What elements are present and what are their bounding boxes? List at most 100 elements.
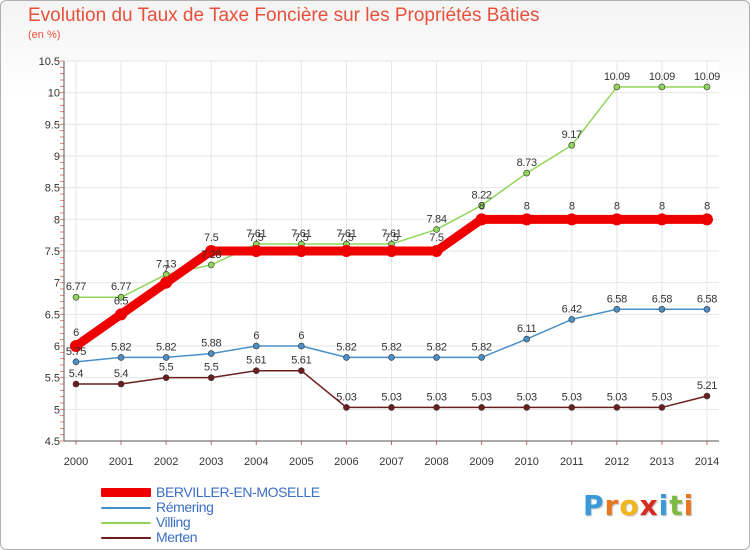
data-label: 7.28 <box>201 249 221 261</box>
data-point <box>478 354 485 361</box>
data-label: 5.03 <box>607 391 627 403</box>
data-point <box>117 380 125 388</box>
legend-label: BERVILLER-EN-MOSELLE <box>156 484 320 500</box>
data-label: 10.09 <box>649 71 675 83</box>
data-label: 5.03 <box>336 391 356 403</box>
data-point <box>115 308 128 321</box>
data-label: 6 <box>253 330 259 342</box>
data-point <box>72 380 80 388</box>
data-label: 5.4 <box>69 368 84 380</box>
data-point <box>523 404 531 411</box>
data-label: 5.82 <box>111 341 131 353</box>
data-point <box>340 245 353 257</box>
legend-swatch <box>101 522 151 524</box>
chart-title: Evolution du Taux de Taxe Foncière sur l… <box>28 5 540 26</box>
data-label: 5.82 <box>472 341 492 353</box>
data-point <box>388 354 395 361</box>
data-point <box>478 404 485 411</box>
data-label: 6 <box>73 327 79 339</box>
x-tick-label: 2002 <box>154 456 178 468</box>
x-tick-label: 2003 <box>199 456 223 468</box>
data-label: 7.61 <box>336 228 356 240</box>
data-point <box>162 354 170 361</box>
data-point <box>475 213 488 226</box>
data-label: 7.84 <box>426 213 446 225</box>
data-point <box>568 404 576 411</box>
y-tick-label: 8.5 <box>45 183 60 195</box>
y-tick-label: 6 <box>54 341 60 353</box>
data-point <box>388 404 395 411</box>
data-point <box>72 358 80 366</box>
data-labels: 6 6.5 7 7.5 7.5 7.5 7.5 7.5 7.5 8 8 8 8 8 8 5.75 5.82 5.8… <box>66 71 721 403</box>
data-point <box>613 305 621 313</box>
data-label: 5.61 <box>291 355 311 367</box>
series <box>70 83 713 411</box>
data-label: 5.88 <box>201 338 221 350</box>
data-point <box>160 276 173 289</box>
y-tick-label: 9 <box>54 151 60 163</box>
x-tick-label: 2009 <box>469 456 493 468</box>
data-point <box>250 245 263 257</box>
data-label: 7 <box>163 264 169 276</box>
y-tick-label: 9.5 <box>45 119 60 131</box>
logo-letter: x <box>639 489 659 522</box>
data-point <box>655 213 668 226</box>
data-label: 6.58 <box>697 293 717 305</box>
data-point <box>613 404 621 411</box>
data-point <box>703 392 711 400</box>
data-point <box>117 354 125 361</box>
data-point <box>523 335 531 343</box>
data-label: 7.5 <box>204 232 219 244</box>
data-label: 7.61 <box>381 228 401 240</box>
axes: 4.5 5 5.5 6 6.5 7 7.5 8 8.5 9 9.5 10 10.5 2000 2001 200… <box>39 56 720 468</box>
data-label: 9.17 <box>562 129 582 141</box>
data-label: 5.61 <box>246 355 266 367</box>
data-label: 5.21 <box>697 380 717 392</box>
logo-letter: t <box>669 489 684 522</box>
data-label: 8.73 <box>517 157 537 169</box>
data-point <box>433 404 440 411</box>
data-point <box>343 354 350 361</box>
data-point <box>565 213 578 226</box>
x-tick-label: 2010 <box>514 456 538 468</box>
data-point <box>478 202 485 209</box>
x-tick-label: 2006 <box>334 456 358 468</box>
data-label: 6.11 <box>517 323 537 335</box>
data-point <box>295 245 308 257</box>
legend-swatch <box>101 507 151 509</box>
data-point <box>433 226 440 233</box>
data-point <box>343 404 350 411</box>
data-point <box>703 83 711 91</box>
data-label: 7.5 <box>294 232 309 244</box>
data-point <box>658 305 666 313</box>
data-point <box>700 213 713 226</box>
data-point <box>568 316 576 323</box>
data-label: 5.5 <box>159 362 174 374</box>
data-label: 8 <box>704 200 710 212</box>
data-label: 5.03 <box>472 391 492 403</box>
data-point <box>430 245 443 257</box>
logo-letter: i <box>683 489 695 522</box>
y-tick-label: 8 <box>54 214 60 226</box>
data-label: 8 <box>569 200 575 212</box>
data-point <box>523 169 531 177</box>
data-label: 6.58 <box>607 293 627 305</box>
data-point <box>207 261 215 269</box>
data-point <box>207 374 215 381</box>
y-tick-label: 7 <box>54 278 60 290</box>
x-tick-label: 2008 <box>424 456 448 468</box>
data-point <box>298 367 305 375</box>
y-tick-label: 10.5 <box>39 56 60 68</box>
data-point <box>568 141 576 149</box>
data-label: 7.5 <box>429 232 444 244</box>
data-point <box>613 83 621 91</box>
data-label: 5.03 <box>517 391 537 403</box>
data-label: 6.77 <box>111 281 131 293</box>
data-label: 8 <box>659 200 665 212</box>
data-label: 5.03 <box>652 391 672 403</box>
data-point <box>610 213 623 226</box>
data-label: 6 <box>298 330 304 342</box>
data-label: 6.5 <box>114 295 129 307</box>
x-tick-label: 2000 <box>64 456 88 468</box>
data-point <box>433 354 440 361</box>
